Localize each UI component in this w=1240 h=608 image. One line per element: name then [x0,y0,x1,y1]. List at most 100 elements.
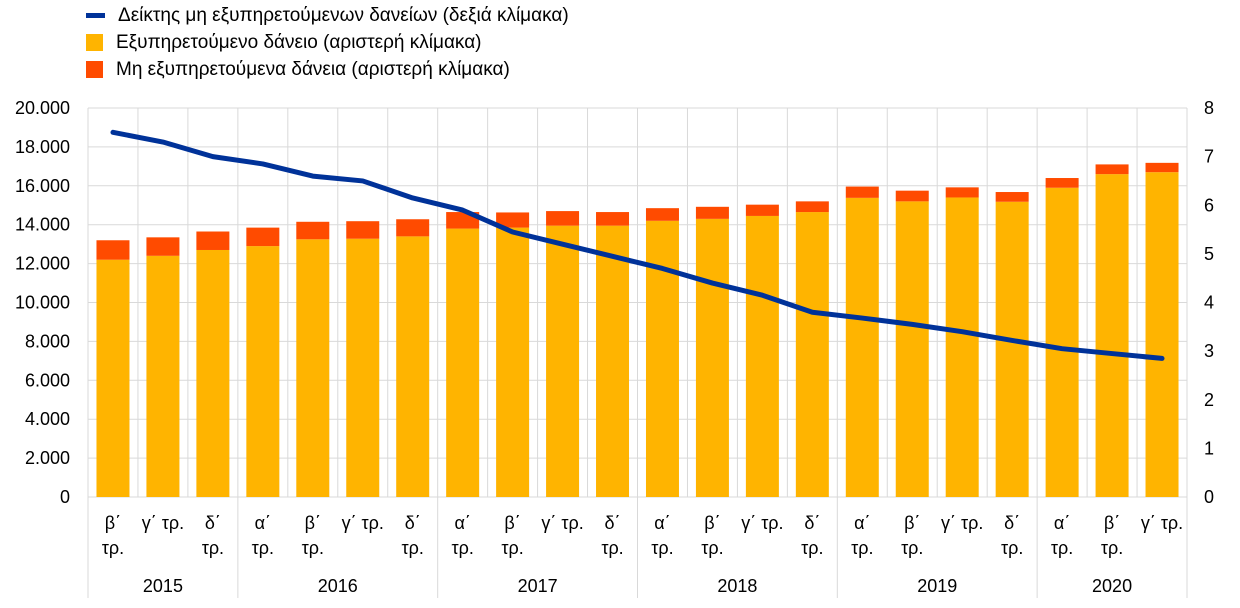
x-tick-label: δ΄ [605,513,621,533]
bar-performing [396,236,430,497]
year-label: 2020 [1092,576,1132,596]
legend-swatch-performing [86,34,103,51]
x-tick-label: δ΄ [205,513,221,533]
year-label: 2015 [143,576,183,596]
bar-non-performing [196,231,230,250]
x-tick-label: β΄ [704,513,720,533]
y-left-tick-label: 20.000 [15,98,70,118]
legend: Δείκτης μη εξυπηρετούμενων δανείων (δεξι… [86,2,569,83]
bar-performing [645,220,679,497]
y-right-tick-label: 4 [1204,293,1214,313]
x-tick-label: α΄ [654,513,670,533]
x-tick-label: τρ. [851,538,873,558]
bar-non-performing [96,240,130,260]
x-tick-label: τρ. [202,538,224,558]
y-right-tick-label: 1 [1204,438,1214,458]
bar-non-performing [246,227,280,247]
legend-label-npl-ratio: Δείκτης μη εξυπηρετούμενων δανείων (δεξι… [118,5,569,26]
x-tick-label: δ΄ [1004,513,1020,533]
bar-non-performing [795,201,829,213]
y-left-tick-label: 14.000 [15,215,70,235]
y-left-tick-label: 12.000 [15,254,70,274]
bar-non-performing [1095,164,1129,175]
bar-performing [496,227,530,497]
y-left-tick-label: 2.000 [25,448,70,468]
bar-performing [1145,172,1179,497]
x-tick-label: τρ. [501,538,523,558]
year-label: 2019 [917,576,957,596]
y-right-tick-label: 5 [1204,244,1214,264]
x-tick-label: β΄ [105,513,121,533]
x-tick-label: τρ. [701,538,723,558]
x-tick-label: γ΄ τρ. [1141,513,1183,533]
x-tick-label: τρ. [102,538,124,558]
bar-non-performing [995,192,1029,202]
x-tick-label: γ΄ τρ. [941,513,983,533]
x-tick-label: α΄ [255,513,271,533]
bar-non-performing [845,186,879,198]
bar-performing [745,215,779,497]
x-tick-label: α΄ [1054,513,1070,533]
legend-item-non-performing: Μη εξυπηρετούμενα δάνεια (αριστερή κλίμα… [86,56,569,83]
x-tick-label: δ΄ [804,513,820,533]
x-tick-label: γ΄ τρ. [741,513,783,533]
legend-item-performing: Εξυπηρετούμενο δάνειο (αριστερή κλίμακα) [86,29,569,56]
y-right-tick-label: 7 [1204,147,1214,167]
x-tick-label: τρ. [1101,538,1123,558]
y-right-tick-label: 2 [1204,390,1214,410]
bar-performing [596,225,630,498]
bar-performing [1095,174,1129,497]
x-tick-label: τρ. [451,538,473,558]
bar-performing [995,201,1029,497]
legend-swatch-npl-ratio [86,13,105,18]
x-tick-label: τρ. [901,538,923,558]
y-right-tick-label: 6 [1204,195,1214,215]
line-npl-ratio [110,129,1165,361]
legend-label-non-performing: Μη εξυπηρετούμενα δάνεια (αριστερή κλίμα… [116,59,510,80]
bar-performing [895,201,929,498]
x-tick-label: τρ. [1001,538,1023,558]
bar-non-performing [146,237,180,256]
x-tick-label: γ΄ τρ. [342,513,384,533]
y-left-tick-label: 4.000 [25,409,70,429]
bar-non-performing [745,204,779,216]
x-tick-label: τρ. [1051,538,1073,558]
bar-non-performing [546,211,580,226]
legend-swatch-non-performing [86,61,103,78]
bar-non-performing [346,221,380,239]
bar-non-performing [396,219,430,237]
bar-non-performing [496,212,530,228]
x-tick-label: τρ. [252,538,274,558]
y-left-tick-label: 0 [60,487,70,507]
y-left-tick-label: 18.000 [15,137,70,157]
legend-label-performing: Εξυπηρετούμενο δάνειο (αριστερή κλίμακα) [116,32,482,53]
bar-non-performing [1145,162,1179,173]
x-tick-label: τρ. [801,538,823,558]
x-tick-label: β΄ [305,513,321,533]
bar-performing [546,225,580,498]
bar-performing [346,238,380,498]
y-right-tick-label: 0 [1204,487,1214,507]
y-right-tick-label: 8 [1204,98,1214,118]
x-tick-label: δ΄ [405,513,421,533]
year-label: 2017 [518,576,558,596]
x-tick-label: γ΄ τρ. [541,513,583,533]
bar-non-performing [895,190,929,202]
x-tick-label: τρ. [601,538,623,558]
x-tick-label: τρ. [402,538,424,558]
bar-performing [1045,187,1079,497]
x-tick-label: β΄ [1104,513,1120,533]
y-left-tick-label: 10.000 [15,293,70,313]
y-left-tick-label: 16.000 [15,176,70,196]
bar-performing [296,239,330,497]
bar-performing [695,218,729,498]
x-tick-label: β΄ [504,513,520,533]
x-tick-label: β΄ [904,513,920,533]
x-tick-label: γ΄ τρ. [142,513,184,533]
bar-performing [795,212,829,497]
bar-non-performing [296,221,330,240]
year-label: 2016 [318,576,358,596]
x-tick-label: α΄ [454,513,470,533]
